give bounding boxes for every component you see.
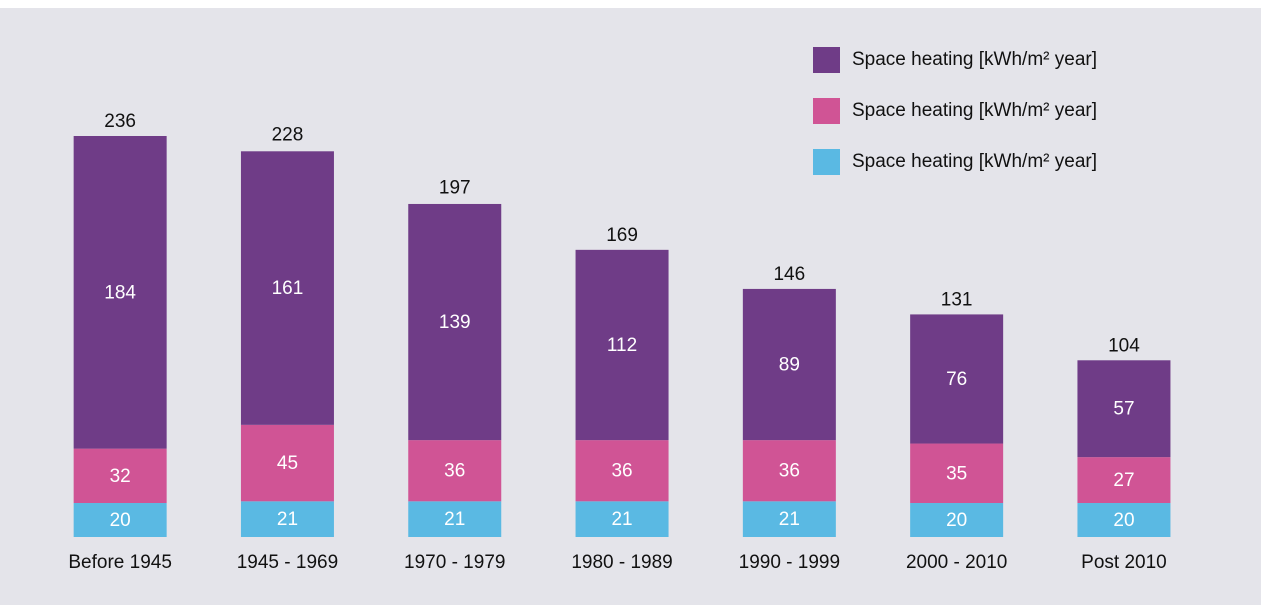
bar-segment xyxy=(742,288,836,441)
legend-swatch xyxy=(813,149,840,175)
value-label: 36 xyxy=(779,461,800,482)
value-label: 57 xyxy=(1113,399,1134,420)
bar-segment xyxy=(1077,503,1171,537)
bar-segment xyxy=(910,314,1004,444)
value-label: 21 xyxy=(779,509,800,530)
bar-segment xyxy=(742,501,836,537)
value-label: 21 xyxy=(277,509,298,530)
x-tick-label: 1990 - 1999 xyxy=(739,552,840,573)
total-label: 146 xyxy=(773,264,805,285)
bar-segment xyxy=(408,501,502,537)
total-label: 197 xyxy=(439,177,471,198)
bar-segment xyxy=(910,443,1004,504)
value-label: 20 xyxy=(1113,510,1134,531)
bar-segment xyxy=(575,249,669,441)
value-label: 35 xyxy=(946,463,967,484)
value-label: 21 xyxy=(444,509,465,530)
total-label: 104 xyxy=(1108,335,1140,356)
x-tick-label: Post 2010 xyxy=(1081,552,1167,573)
value-label: 36 xyxy=(611,461,632,482)
value-label: 112 xyxy=(607,335,637,356)
x-tick-label: 1980 - 1989 xyxy=(571,552,672,573)
bar-segment xyxy=(240,501,334,537)
bar-segment xyxy=(575,501,669,537)
value-label: 89 xyxy=(779,355,800,376)
x-tick-label: 1970 - 1979 xyxy=(404,552,505,573)
legend-swatch xyxy=(813,47,840,73)
value-label: 20 xyxy=(946,510,967,531)
bar-segment xyxy=(73,136,167,449)
total-label: 131 xyxy=(941,289,973,310)
bar-segment xyxy=(1077,360,1171,458)
legend-label: Space heating [kWh/m² year] xyxy=(852,151,1097,172)
bar-segment xyxy=(73,448,167,504)
legend-label: Space heating [kWh/m² year] xyxy=(852,49,1097,70)
bar-segment xyxy=(742,440,836,502)
bar-segment xyxy=(73,503,167,537)
total-label: 236 xyxy=(104,111,136,132)
bar-segment xyxy=(910,503,1004,537)
value-label: 36 xyxy=(444,461,465,482)
value-label: 20 xyxy=(110,510,131,531)
bar-segment xyxy=(575,440,669,502)
bar-segment xyxy=(408,440,502,502)
value-label: 32 xyxy=(110,466,131,487)
value-label: 76 xyxy=(946,369,967,390)
total-label: 228 xyxy=(272,125,304,146)
value-label: 139 xyxy=(439,312,471,333)
bar-segment xyxy=(1077,457,1171,504)
value-label: 45 xyxy=(277,453,298,474)
bar-segment xyxy=(240,424,334,502)
x-tick-label: 2000 - 2010 xyxy=(906,552,1007,573)
legend-swatch xyxy=(813,98,840,124)
value-label: 21 xyxy=(611,509,632,530)
total-label: 169 xyxy=(606,225,638,246)
value-label: 161 xyxy=(272,278,304,299)
value-label: 27 xyxy=(1113,470,1134,491)
x-tick-label: 1945 - 1969 xyxy=(237,552,338,573)
bar-segment xyxy=(408,203,502,441)
legend-label: Space heating [kWh/m² year] xyxy=(852,100,1097,121)
value-label: 184 xyxy=(104,282,136,303)
x-tick-label: Before 1945 xyxy=(68,552,172,573)
bar-segment xyxy=(240,151,334,425)
